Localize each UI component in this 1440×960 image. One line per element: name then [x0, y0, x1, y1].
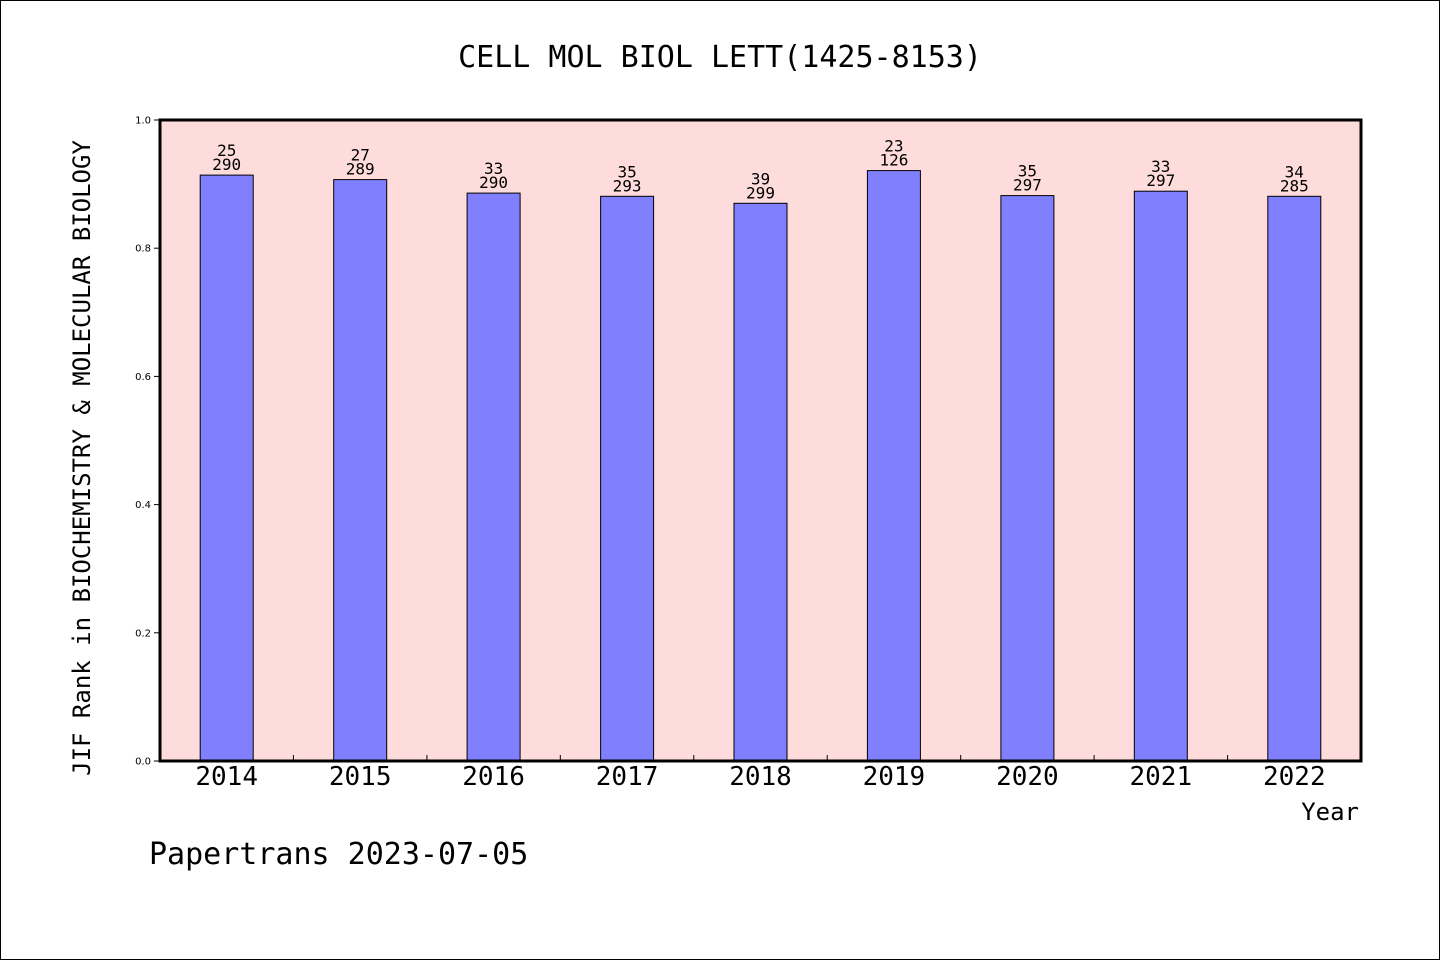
- y-axis-label: JIF Rank in BIOCHEMISTRY & MOLECULAR BIO…: [68, 140, 96, 776]
- x-tick-label-2021: 2021: [1129, 762, 1192, 792]
- y-tick-label-0.6: 0.6: [135, 372, 151, 383]
- x-tick-label-2019: 2019: [863, 762, 926, 792]
- y-tick-label-0.0: 0.0: [135, 757, 151, 768]
- bar-rank-label-2018: 39: [751, 169, 770, 188]
- y-tick-label-0.8: 0.8: [135, 244, 151, 255]
- x-axis-label: Year: [1301, 798, 1359, 826]
- bar-total-label-2014: 290: [212, 155, 241, 174]
- x-tick-label-2014: 2014: [195, 762, 258, 792]
- plot-border: [158, 118, 1363, 763]
- bar-2022: [1267, 195, 1322, 762]
- bar-2014: [199, 174, 254, 762]
- bar-total-label-2015: 289: [346, 160, 375, 179]
- bar-2018: [733, 202, 788, 762]
- bar-2015: [333, 179, 388, 762]
- bar-total-label-2018: 299: [746, 183, 775, 202]
- bars-layer: [199, 170, 1322, 762]
- y-tick-label-0.4: 0.4: [135, 500, 151, 511]
- x-tick-label-2022: 2022: [1263, 762, 1326, 792]
- bar-2020: [1000, 195, 1055, 762]
- bar-rank-label-2019: 23: [884, 137, 903, 156]
- y-tick-label-0.2: 0.2: [135, 628, 151, 639]
- bar-rank-label-2021: 33: [1151, 157, 1170, 176]
- x-tick-label-2020: 2020: [996, 762, 1059, 792]
- bar-total-label-2021: 297: [1146, 171, 1175, 190]
- bar-total-label-2016: 290: [479, 173, 508, 192]
- bar-total-label-2019: 126: [879, 151, 908, 170]
- bar-2019: [866, 170, 921, 762]
- x-axis: 2014 2015 2016 2017 2018 2019 2020 2021 2022: [195, 755, 1326, 792]
- bar-rank-label-2014: 25: [217, 141, 236, 160]
- bar-2017: [600, 195, 655, 762]
- bar-rank-label-2017: 35: [617, 162, 636, 181]
- bar-total-label-2020: 297: [1013, 176, 1042, 195]
- y-axis: 0.0 0.2 0.4 0.6 0.8 1.0: [135, 116, 160, 768]
- x-tick-label-2016: 2016: [462, 762, 525, 792]
- footer-watermark: Papertrans 2023-07-05: [149, 837, 528, 872]
- bar-rank-label-2016: 33: [484, 159, 503, 178]
- y-tick-label-1.0: 1.0: [135, 116, 151, 127]
- x-tick-label-2015: 2015: [329, 762, 392, 792]
- bar-rank-label-2015: 27: [351, 146, 370, 165]
- bar-total-label-2022: 285: [1280, 176, 1309, 195]
- bar-rank-label-2020: 35: [1018, 162, 1037, 181]
- chart-title: CELL MOL BIOL LETT(1425-8153): [458, 40, 982, 75]
- x-tick-label-2017: 2017: [596, 762, 659, 792]
- x-tick-label-2018: 2018: [729, 762, 792, 792]
- bar-2016: [466, 192, 521, 762]
- bar-total-label-2017: 293: [613, 176, 642, 195]
- bar-2021: [1133, 190, 1188, 762]
- bar-rank-label-2022: 34: [1285, 162, 1304, 181]
